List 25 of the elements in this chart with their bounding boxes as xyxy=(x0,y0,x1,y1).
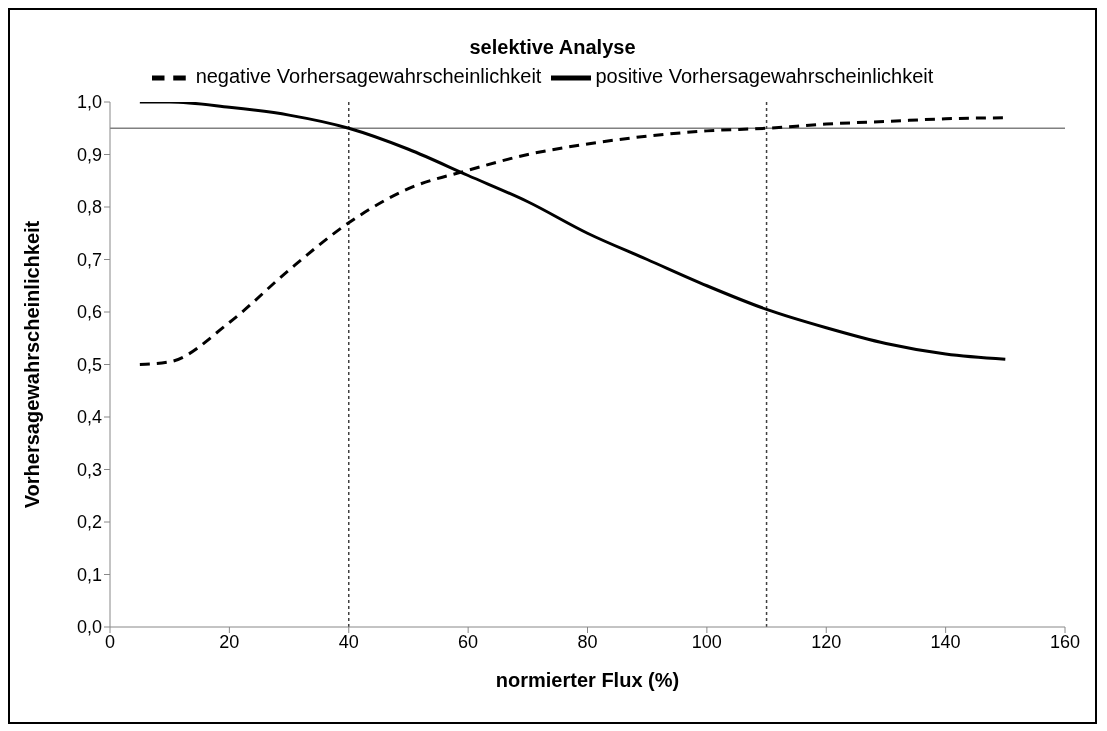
y-tick-label: 1,0 xyxy=(76,92,102,113)
x-tick-label: 140 xyxy=(930,631,961,652)
y-tick-label: 0,6 xyxy=(76,302,102,323)
x-tick-label: 0 xyxy=(104,631,116,652)
y-tick-label: 0,3 xyxy=(76,459,102,480)
legend-label: positive Vorhersagewahrscheinlichkeit xyxy=(595,65,934,88)
y-tick-label: 0,8 xyxy=(76,197,102,218)
x-axis-title: normierter Flux (%) xyxy=(495,669,680,691)
legend-label: negative Vorhersagewahrscheinlichkeit xyxy=(195,65,542,88)
x-tick-label: 160 xyxy=(1049,631,1081,652)
y-axis-title: Vorhersagewahrscheinlichkeit xyxy=(21,220,44,509)
y-tick-label: 0,9 xyxy=(76,144,102,165)
x-tick-label: 100 xyxy=(691,631,722,652)
y-tick-label: 0,4 xyxy=(76,407,102,428)
chart-title: selektive Analyse xyxy=(468,35,637,60)
y-tick-label: 0,2 xyxy=(76,512,102,533)
x-tick-label: 20 xyxy=(219,631,240,652)
y-tick-label: 0,7 xyxy=(76,249,102,270)
y-tick-label: 0,1 xyxy=(76,564,102,585)
x-tick-label: 80 xyxy=(577,631,598,652)
x-tick-label: 60 xyxy=(458,631,479,652)
x-tick-label: 40 xyxy=(338,631,359,652)
x-tick-label: 120 xyxy=(811,631,842,652)
y-tick-label: 0,5 xyxy=(76,354,102,375)
y-tick-label: 0,0 xyxy=(76,617,102,638)
